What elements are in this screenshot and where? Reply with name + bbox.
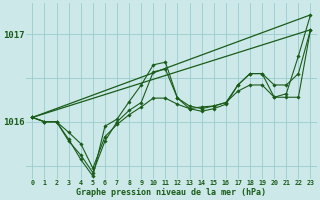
X-axis label: Graphe pression niveau de la mer (hPa): Graphe pression niveau de la mer (hPa) [76,188,267,197]
